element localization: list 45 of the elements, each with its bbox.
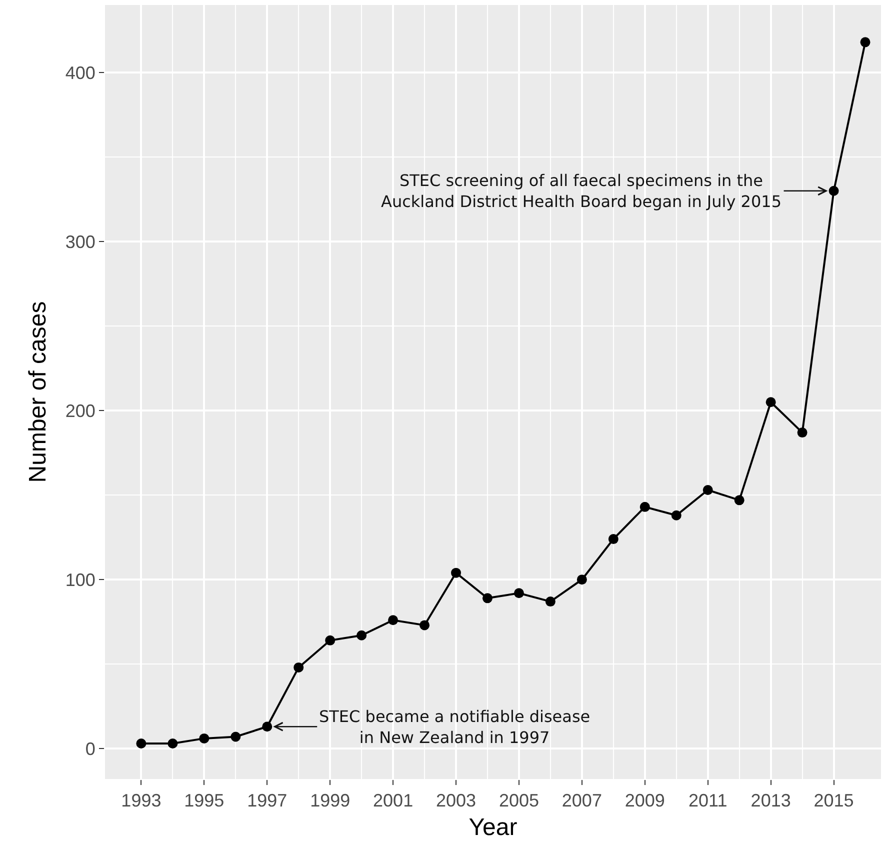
point (482, 593, 492, 604)
point (388, 615, 398, 626)
y-tick-label: 300 (65, 232, 96, 252)
x-tick-label: 2005 (498, 790, 539, 811)
point (514, 588, 524, 598)
point (420, 620, 430, 630)
annotation: STEC became a notifiable disease in New Zealand in 1997 (319, 707, 590, 747)
point (451, 568, 462, 578)
y-axis-title: Number of cases (24, 301, 52, 483)
point (576, 574, 587, 585)
point (325, 635, 336, 646)
y-tick-label: 100 (65, 570, 96, 590)
y-tick-label: 0 (85, 738, 96, 759)
annotation: STEC screening of all faecal specimens in the Auckland District Health Board began in July 2015 (381, 171, 782, 211)
y-tick-label: 400 (65, 62, 96, 83)
point (136, 738, 146, 749)
point (230, 732, 241, 742)
point (702, 485, 713, 496)
y-tick-label: 200 (65, 400, 96, 421)
point (262, 722, 272, 732)
point (766, 397, 776, 408)
x-tick-label: 2013 (750, 790, 791, 811)
point (640, 502, 650, 512)
point (797, 428, 808, 438)
x-tick-label: 1995 (184, 790, 224, 811)
point (168, 738, 178, 749)
point (545, 596, 556, 607)
x-tick-label: 2009 (624, 790, 665, 811)
x-axis-title: Year (468, 814, 518, 841)
x-tick-label: 2001 (373, 790, 414, 811)
x-tick-label: 2007 (562, 790, 602, 811)
point (199, 733, 210, 744)
point (608, 534, 618, 544)
x-tick-label: 2015 (814, 790, 854, 811)
x-tick-label: 2011 (688, 790, 728, 811)
x-tick-label: 1993 (121, 790, 162, 811)
point (860, 37, 870, 48)
x-tick-label: 1999 (310, 790, 350, 811)
x-tick-label: 1997 (247, 790, 288, 811)
point (671, 510, 682, 520)
point (734, 495, 744, 506)
point (356, 630, 367, 640)
x-tick-label: 2003 (436, 790, 476, 811)
point (828, 186, 839, 196)
point (294, 662, 304, 672)
